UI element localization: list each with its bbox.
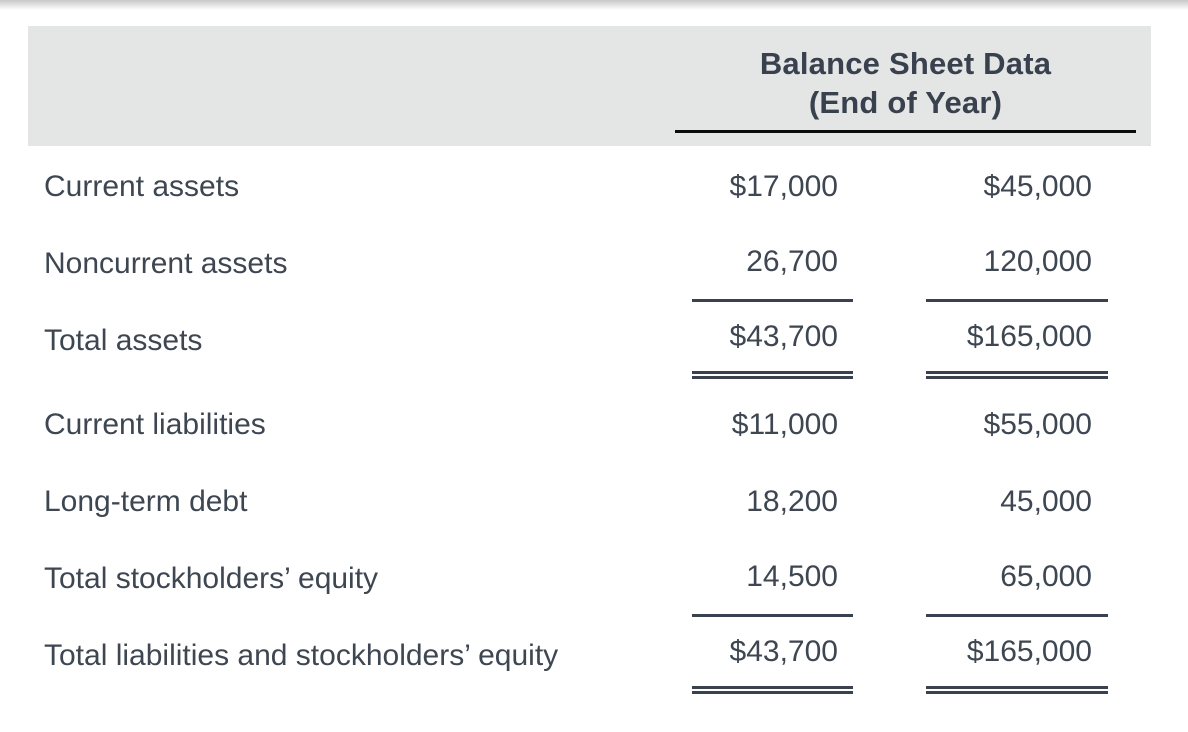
- table-row: Total stockholders’ equity 14,500 65,000: [0, 540, 1188, 617]
- header-underline-rule: [675, 130, 1136, 133]
- row-label: Total stockholders’ equity: [44, 561, 379, 595]
- row-label: Noncurrent assets: [44, 246, 288, 280]
- row-value-col2: 45,000: [1000, 484, 1092, 518]
- table-row: Total liabilities and stockholders’ equi…: [0, 617, 1188, 694]
- row-value-col1: 14,500: [692, 540, 853, 617]
- row-value-col1: $43,700: [692, 302, 853, 379]
- row-value-col2: $165,000: [926, 617, 1108, 694]
- table-row: Current assets $17,000 $45,000: [0, 148, 1188, 225]
- row-value-col1: 18,200: [746, 484, 838, 518]
- table-row: Total assets $43,700 $165,000: [0, 302, 1188, 379]
- table-row: Long-term debt 18,200 45,000: [0, 463, 1188, 540]
- row-value-col1: $17,000: [729, 169, 838, 203]
- row-label: Current assets: [44, 169, 240, 203]
- row-value-col2: 120,000: [926, 225, 1108, 302]
- row-value-col2: $45,000: [983, 169, 1092, 203]
- row-value-col2: 65,000: [926, 540, 1108, 617]
- row-value-col1: 26,700: [692, 225, 853, 302]
- row-label: Total assets: [44, 323, 203, 357]
- row-value-col1: $11,000: [731, 407, 838, 441]
- row-label: Current liabilities: [44, 407, 266, 441]
- row-label: Long-term debt: [44, 484, 248, 518]
- balance-sheet-table: Current assets $17,000 $45,000 Noncurren…: [0, 148, 1188, 694]
- table-row: Current liabilities $11,000 $55,000: [0, 386, 1188, 463]
- header-title-line2: (End of Year): [808, 85, 1003, 120]
- header-title-line1: Balance Sheet Data: [759, 46, 1052, 81]
- table-row: Noncurrent assets 26,700 120,000: [0, 225, 1188, 302]
- top-shadow-gradient: [0, 0, 1188, 10]
- row-label: Total liabilities and stockholders’ equi…: [44, 638, 559, 672]
- row-value-col2: $165,000: [926, 302, 1108, 379]
- row-value-col1: $43,700: [692, 617, 853, 694]
- row-value-col2: $55,000: [983, 407, 1092, 441]
- table-header-title: Balance Sheet Data (End of Year): [675, 44, 1136, 122]
- header-band: [28, 26, 1151, 146]
